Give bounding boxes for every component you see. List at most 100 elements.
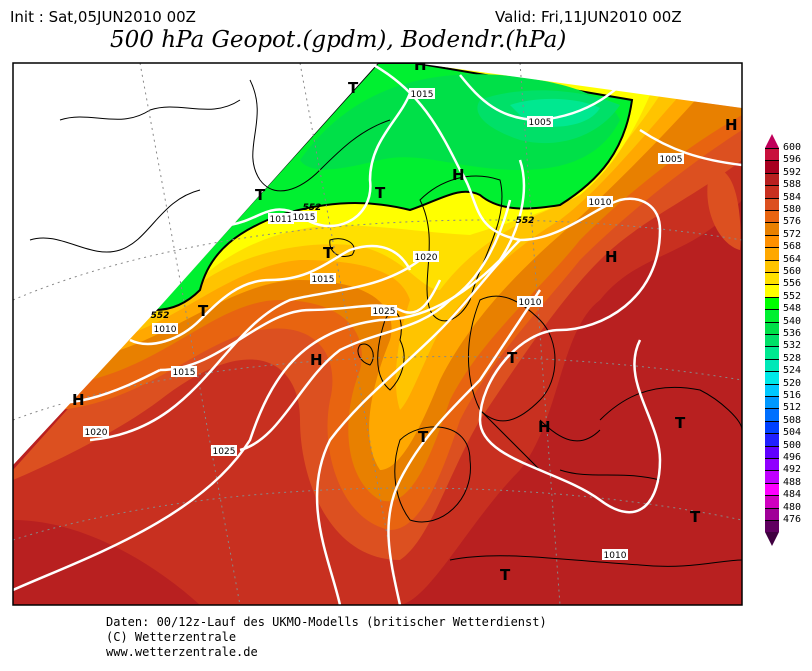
- legend-swatch: [765, 371, 779, 384]
- init-time: Init : Sat,05JUN2010 00Z: [10, 8, 196, 26]
- svg-text:1020: 1020: [415, 253, 438, 263]
- svg-text:1025: 1025: [213, 447, 236, 457]
- isobar-label: 1005: [527, 116, 553, 128]
- legend-label: 524: [783, 365, 802, 377]
- isobars: [13, 63, 742, 605]
- legend-label: 540: [783, 315, 802, 327]
- legend-swatch: [765, 148, 779, 161]
- footer-copyright: (C) Wetterzentrale: [106, 630, 237, 644]
- isobar-label: 1020: [83, 426, 109, 438]
- legend-swatch: [765, 383, 779, 396]
- legend-swatch: [765, 160, 779, 173]
- legend-swatch: [765, 222, 779, 235]
- legend-swatch: [765, 458, 779, 471]
- svg-text:552: 552: [516, 216, 535, 226]
- legend-swatch: [765, 495, 779, 508]
- outside-domain: [13, 63, 742, 465]
- legend-label: 564: [783, 253, 802, 265]
- legend-swatch: [765, 296, 779, 310]
- map-frame: [12, 62, 743, 606]
- isobar-label: 1015: [409, 88, 435, 100]
- legend-label: 508: [783, 414, 802, 426]
- legend-swatch: [765, 470, 779, 483]
- legend-label: 600: [783, 142, 802, 153]
- legend-label: 592: [783, 166, 802, 178]
- legend-label: 596: [783, 154, 802, 166]
- legend-swatch: [765, 210, 779, 223]
- low-label: T: [348, 79, 359, 97]
- legend-label: 584: [783, 191, 802, 203]
- legend-swatch: [765, 507, 779, 520]
- isobar-label: 1025: [371, 305, 397, 317]
- low-label: T: [323, 244, 334, 262]
- legend-swatch: [765, 172, 779, 186]
- isobar-label: 1011: [268, 213, 294, 225]
- legend-swatch: [765, 321, 779, 334]
- svg-text:1005: 1005: [529, 118, 552, 128]
- low-label: T: [675, 414, 686, 432]
- legend-label: 580: [783, 204, 802, 215]
- isobar-label: 552: [151, 311, 170, 321]
- legend-swatch: [765, 408, 779, 421]
- legend-label: 528: [783, 352, 802, 364]
- legend-label: 500: [783, 439, 802, 451]
- footer-data-source: Daten: 00/12z-Lauf des UKMO-Modells (bri…: [106, 615, 547, 629]
- legend-label: 496: [783, 452, 802, 463]
- high-label: H: [452, 166, 465, 184]
- legend-label: 556: [783, 278, 802, 290]
- footer-website[interactable]: www.wetterzentrale.de: [106, 645, 258, 659]
- legend-label: 576: [783, 216, 802, 228]
- isobar-label: 1015: [171, 366, 197, 378]
- svg-text:1020: 1020: [85, 428, 108, 438]
- chart-title: 500 hPa Geopot.(gpdm), Bodendr.(hPa): [110, 27, 567, 53]
- high-label: H: [414, 56, 427, 74]
- geopotential-field: [13, 63, 742, 605]
- low-label: T: [198, 302, 209, 320]
- legend-label: 520: [783, 377, 802, 389]
- svg-text:1015: 1015: [411, 90, 434, 100]
- legend-swatch: [765, 482, 779, 496]
- legend-bottom-arrow: [765, 532, 779, 547]
- svg-text:1010: 1010: [589, 198, 612, 208]
- low-label: T: [690, 508, 701, 526]
- legend-swatch: [765, 185, 779, 198]
- isobar-labels: 1015 1005 1005 1010 552 1011 1015 552 10…: [83, 88, 684, 561]
- isobar-label: 1005: [658, 153, 684, 165]
- coastlines: [29, 79, 742, 567]
- legend-label: 488: [783, 476, 802, 488]
- high-label: H: [310, 351, 323, 369]
- isobar-label: 1015: [310, 273, 336, 285]
- isobar-label: 552: [516, 216, 535, 226]
- svg-text:1025: 1025: [373, 307, 396, 317]
- svg-text:1005: 1005: [660, 155, 683, 165]
- legend-label: 476: [783, 514, 802, 525]
- svg-text:552: 552: [303, 203, 322, 213]
- svg-text:1015: 1015: [173, 368, 196, 378]
- svg-text:1011: 1011: [270, 215, 293, 225]
- legend-label: 512: [783, 402, 802, 414]
- svg-text:552: 552: [151, 311, 170, 321]
- legend-swatch: [765, 234, 779, 248]
- legend-swatch: [765, 272, 779, 285]
- isobar-label: 1015: [291, 211, 317, 223]
- low-label: T: [418, 428, 429, 446]
- high-label: H: [72, 391, 85, 409]
- legend-swatch: [765, 346, 779, 359]
- legend-label: 560: [783, 266, 802, 277]
- low-label: T: [507, 349, 518, 367]
- legend-label: 492: [783, 464, 802, 476]
- isobar-label: 552: [303, 203, 322, 213]
- legend-label: 516: [783, 390, 802, 401]
- isobar-label: 1025: [211, 445, 237, 457]
- isobar-label: 1020: [413, 251, 439, 263]
- isobar-label: 1010: [517, 296, 543, 308]
- legend-label: 536: [783, 328, 802, 339]
- svg-text:1010: 1010: [154, 325, 177, 335]
- legend-swatch: [765, 284, 779, 297]
- legend-swatch: [765, 334, 779, 347]
- legend-swatch: [765, 433, 779, 446]
- legend-swatch: [765, 396, 779, 409]
- legend-label: 548: [783, 303, 802, 315]
- isobar-label: 1010: [602, 549, 628, 561]
